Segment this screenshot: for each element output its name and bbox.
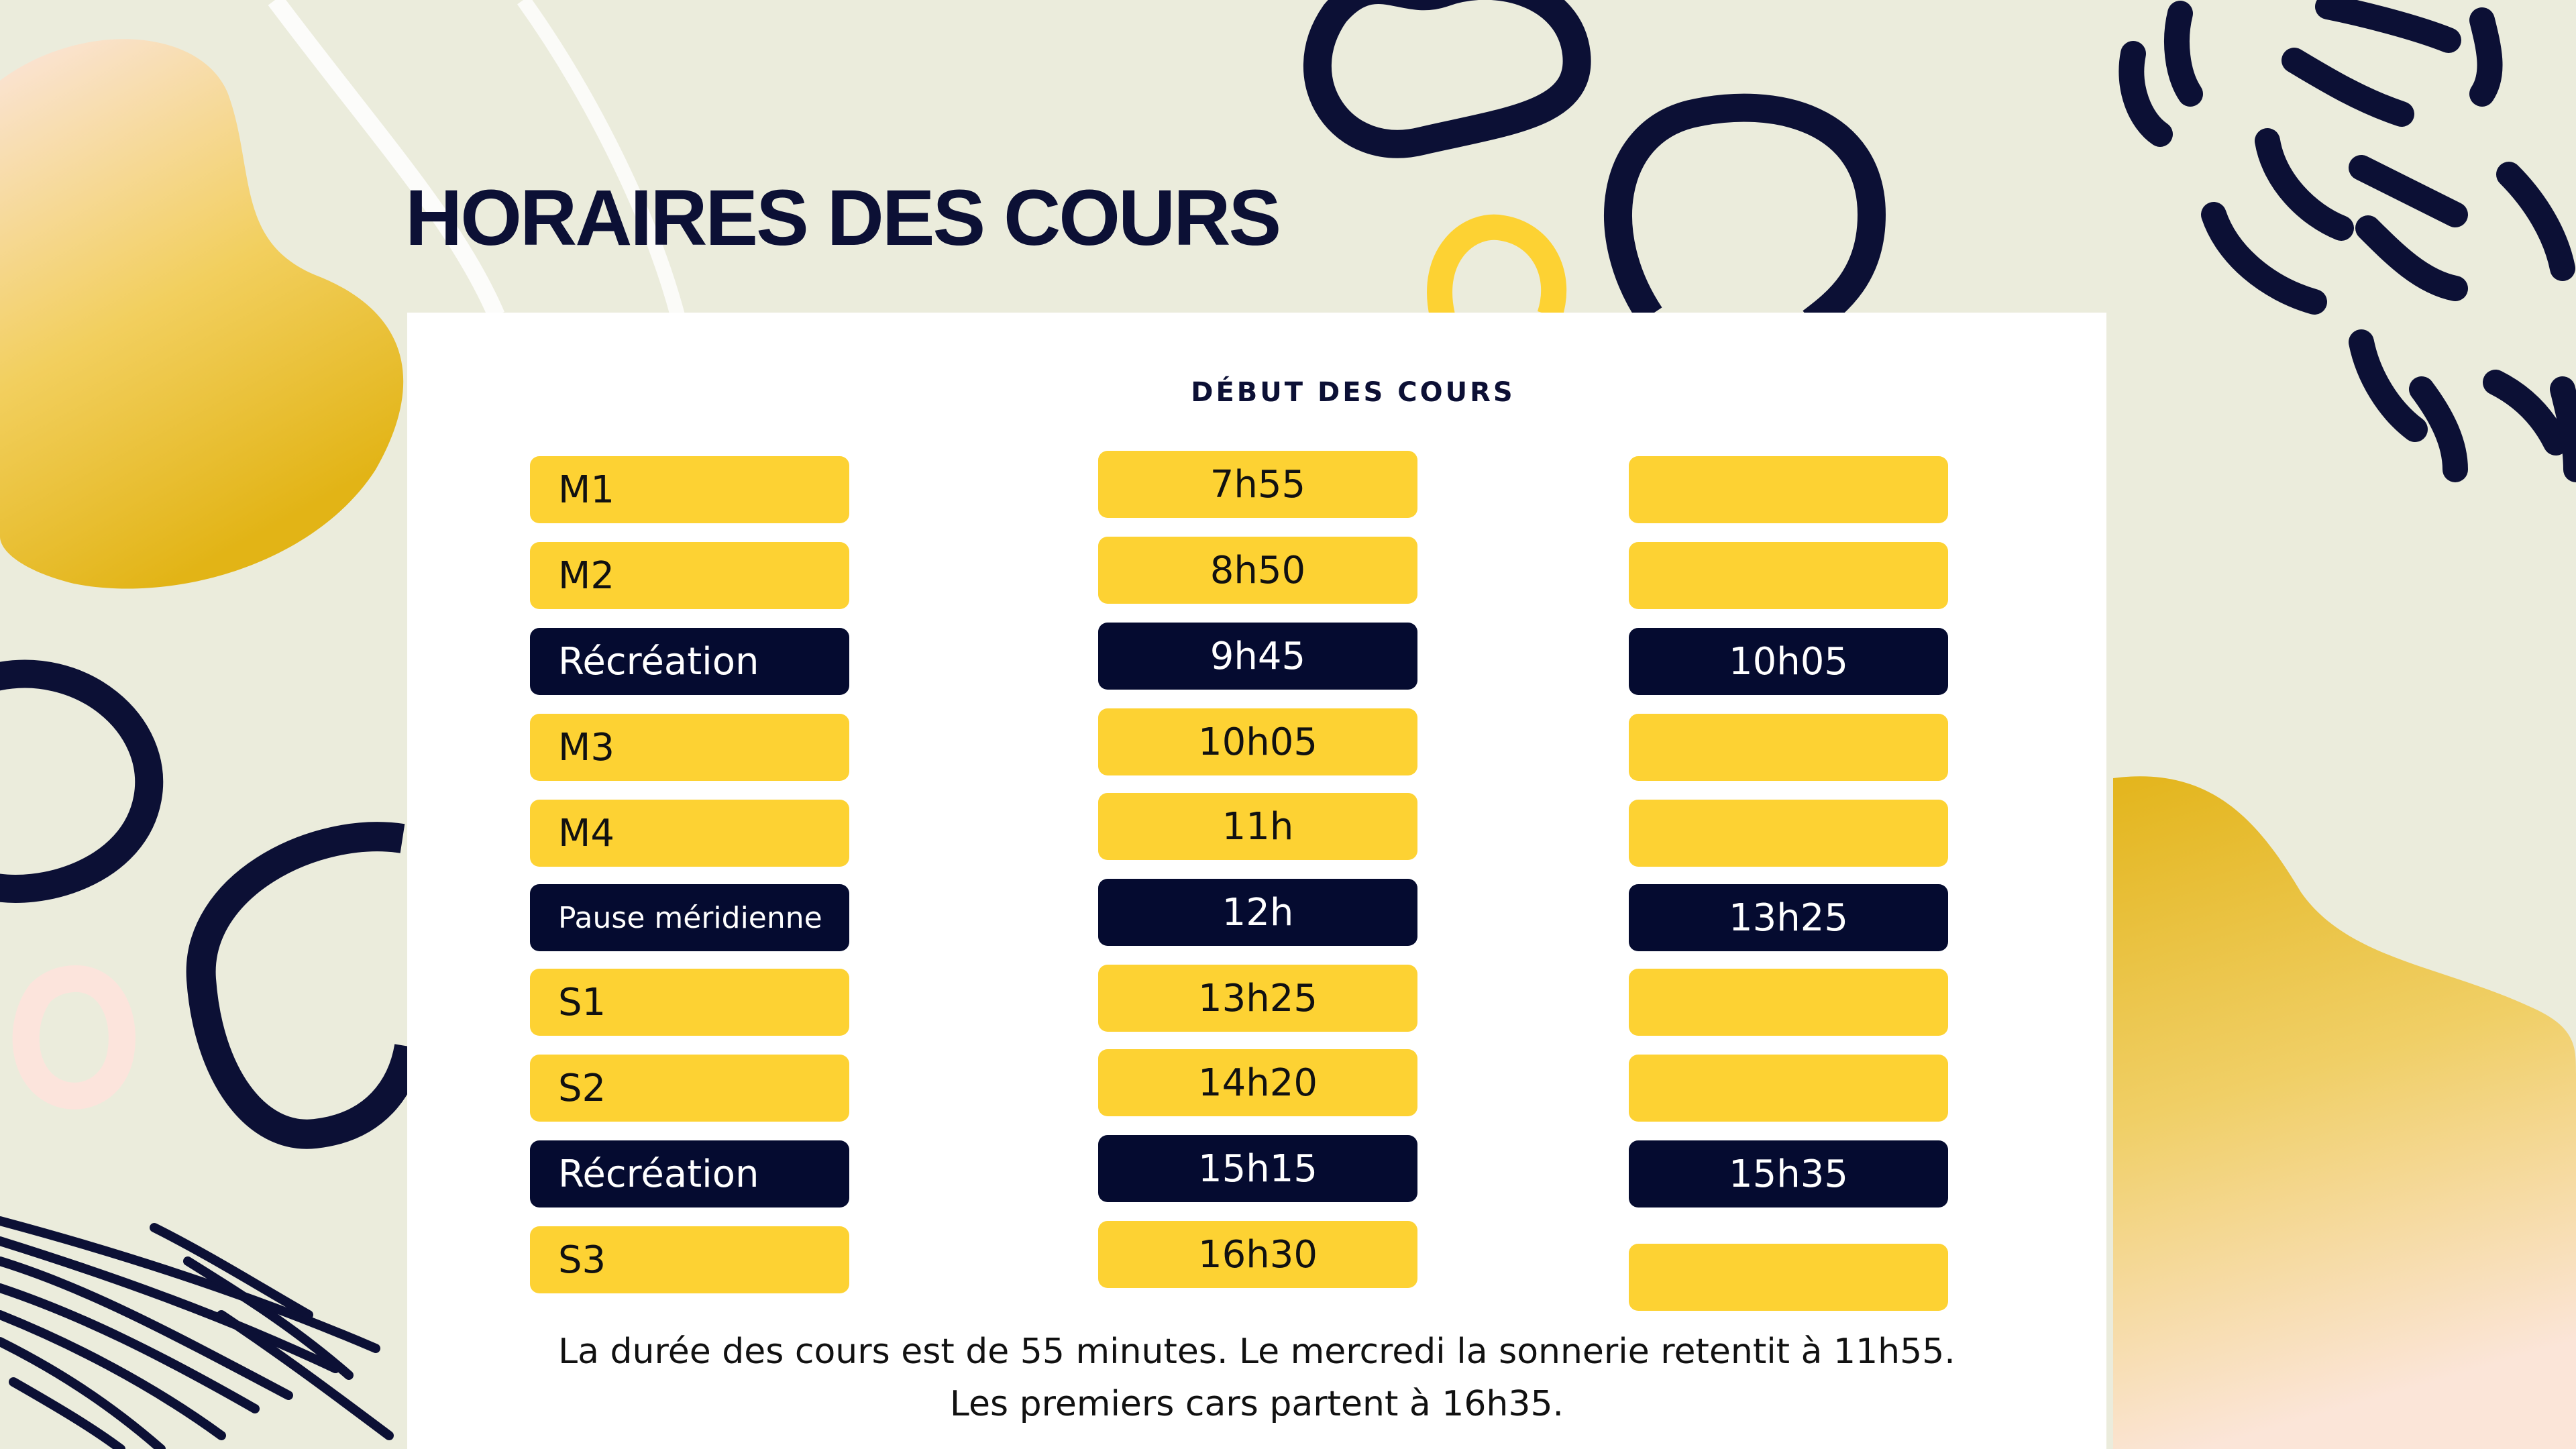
column-header: DÉBUT DES COURS: [1191, 377, 1515, 408]
start-time: 15h15: [1098, 1135, 1417, 1202]
yellow-blob-right: [2113, 776, 2576, 1449]
note-line: La durée des cours est de 55 minutes. Le…: [558, 1332, 1955, 1372]
end-time: [1629, 800, 1948, 867]
navy-scribbles: [0, 1216, 394, 1449]
note-line: Les premiers cars partent à 16h35.: [949, 1384, 1564, 1424]
period-label: S2: [530, 1055, 849, 1122]
end-time: [1629, 1244, 1948, 1311]
end-time: [1629, 1055, 1948, 1122]
yellow-blob-left: [0, 39, 404, 589]
period-label: S1: [530, 969, 849, 1036]
navy-loop: [0, 659, 164, 903]
end-time: 13h25: [1629, 884, 1948, 951]
period-label: Récréation: [530, 1140, 849, 1208]
schedule-card: DÉBUT DES COURS M1 7h55 M2 8h50 Récréati…: [407, 313, 2106, 1449]
end-time: 10h05: [1629, 628, 1948, 695]
start-time: 16h30: [1098, 1221, 1417, 1288]
start-time: 10h05: [1098, 708, 1417, 775]
end-time: [1629, 714, 1948, 781]
period-label: M1: [530, 456, 849, 523]
white-streak: [517, 0, 685, 317]
pink-ring: [12, 965, 136, 1110]
period-label: Pause méridienne: [530, 884, 849, 951]
page-title: HORAIRES DES COURS: [405, 174, 1281, 262]
end-time: [1629, 969, 1948, 1036]
start-time: 14h20: [1098, 1049, 1417, 1116]
navy-dashes: [2118, 0, 2576, 482]
end-time: 15h35: [1629, 1140, 1948, 1208]
start-time: 13h25: [1098, 965, 1417, 1032]
period-label: M4: [530, 800, 849, 867]
start-time: 9h45: [1098, 623, 1417, 690]
period-label: S3: [530, 1226, 849, 1293]
start-time: 8h50: [1098, 537, 1417, 604]
end-time: [1629, 456, 1948, 523]
period-label: Récréation: [530, 628, 849, 695]
period-label: M3: [530, 714, 849, 781]
navy-loop: [1303, 0, 1591, 158]
white-streak: [268, 0, 504, 319]
start-time: 7h55: [1098, 451, 1417, 518]
end-time: [1629, 542, 1948, 609]
navy-loop: [186, 822, 424, 1149]
start-time: 11h: [1098, 793, 1417, 860]
period-label: M2: [530, 542, 849, 609]
start-time: 12h: [1098, 879, 1417, 946]
yellow-ring: [1427, 214, 1567, 319]
navy-loop: [1604, 93, 1886, 333]
